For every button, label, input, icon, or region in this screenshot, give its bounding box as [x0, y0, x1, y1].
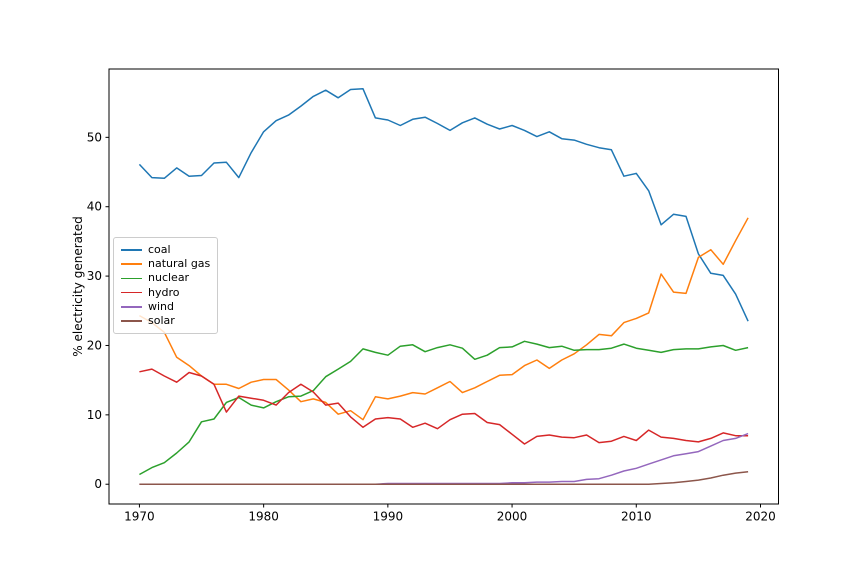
legend-item-natural-gas: natural gas	[121, 257, 210, 271]
legend-line-sample-hydro	[121, 291, 142, 294]
y-tick-label: 40	[87, 200, 102, 214]
y-tick-label: 50	[87, 130, 102, 144]
series-line-natural-gas	[139, 217, 749, 421]
legend-label-natural-gas: natural gas	[148, 257, 211, 271]
legend-item-solar: solar	[121, 314, 210, 328]
legend-label-nuclear: nuclear	[148, 271, 190, 285]
x-tick-label: 2020	[745, 510, 776, 524]
series-line-coal	[138, 88, 749, 322]
legend-label-solar: solar	[148, 313, 175, 327]
y-axis-label: % electricity generated	[71, 216, 85, 356]
legend-line-sample-natural-gas	[121, 263, 142, 266]
series-line-hydro	[139, 368, 749, 445]
y-tick-label: 30	[87, 269, 102, 283]
legend-label-hydro: hydro	[148, 285, 180, 299]
legend-item-nuclear: nuclear	[121, 271, 210, 285]
legend-item-wind: wind	[121, 300, 210, 314]
legend-line-sample-nuclear	[121, 277, 142, 280]
legend-item-hydro: hydro	[121, 286, 210, 300]
x-tick-label: 1980	[248, 510, 279, 524]
x-tick-label: 1990	[373, 510, 404, 524]
series-line-solar	[139, 470, 749, 485]
series-line-wind	[139, 432, 749, 485]
x-tick-label: 2010	[621, 510, 652, 524]
y-tick-label: 20	[87, 338, 102, 352]
x-tick-label: 1970	[124, 510, 155, 524]
legend-item-coal: coal	[121, 243, 210, 257]
legend-label-coal: coal	[148, 243, 171, 256]
legend-line-sample-solar	[121, 320, 142, 322]
plot-border	[108, 68, 779, 505]
legend-line-sample-coal	[121, 249, 142, 251]
y-tick-label: 0	[94, 477, 102, 491]
legend-line-sample-wind	[121, 306, 142, 308]
series-line-nuclear	[139, 340, 749, 476]
legend: coal natural gas nuclear hydro wind solar	[113, 237, 219, 335]
legend-label-wind: wind	[148, 299, 175, 313]
y-tick-label: 10	[87, 408, 102, 422]
x-tick-label: 2000	[497, 510, 528, 524]
